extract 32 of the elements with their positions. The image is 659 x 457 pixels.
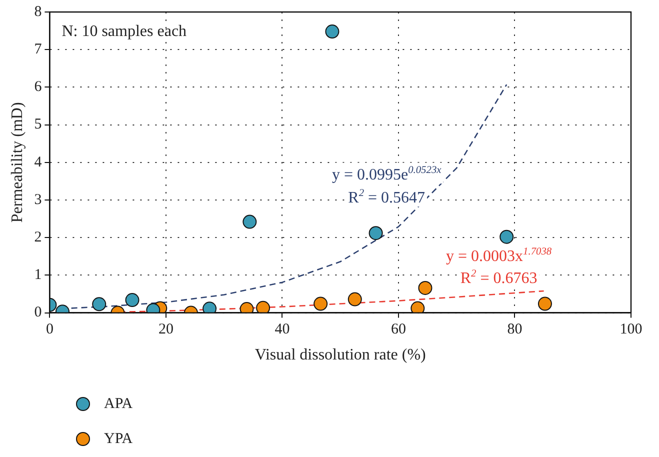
legend-label: YPA — [104, 430, 133, 448]
y-tick-label: 6 — [34, 79, 42, 96]
x-tick-label: 60 — [390, 322, 406, 338]
point — [418, 280, 432, 295]
point — [242, 214, 257, 229]
y-tick-label: 7 — [34, 42, 42, 58]
y-tick-label: 2 — [34, 230, 42, 246]
x-tick-label: 0 — [46, 322, 54, 338]
point — [92, 297, 106, 312]
y-tick-label: 8 — [34, 4, 42, 20]
y-tick-label: 5 — [34, 116, 42, 133]
point — [314, 296, 328, 311]
point — [500, 230, 514, 244]
x-tick-label: 80 — [507, 322, 522, 338]
point — [125, 293, 140, 308]
y-tick-label: 0 — [34, 304, 42, 321]
point — [538, 296, 552, 311]
x-tick-label: 40 — [274, 322, 290, 338]
point — [256, 300, 270, 313]
x-tick-label: 20 — [158, 322, 174, 338]
point — [348, 292, 362, 306]
point — [368, 226, 383, 240]
annotation: N: 10 samples each — [62, 23, 187, 40]
y-tick-label: 4 — [34, 154, 42, 170]
y-axis-title: Permeability (mD) — [8, 102, 26, 223]
x-tick-label: 100 — [620, 322, 642, 338]
y-tick-label: 1 — [34, 267, 42, 284]
point — [410, 301, 425, 313]
x-axis-title: Visual dissolution rate (%) — [254, 346, 426, 364]
legend-label: APA — [104, 396, 133, 412]
point — [325, 24, 340, 39]
y-tick-label: 3 — [34, 192, 42, 208]
